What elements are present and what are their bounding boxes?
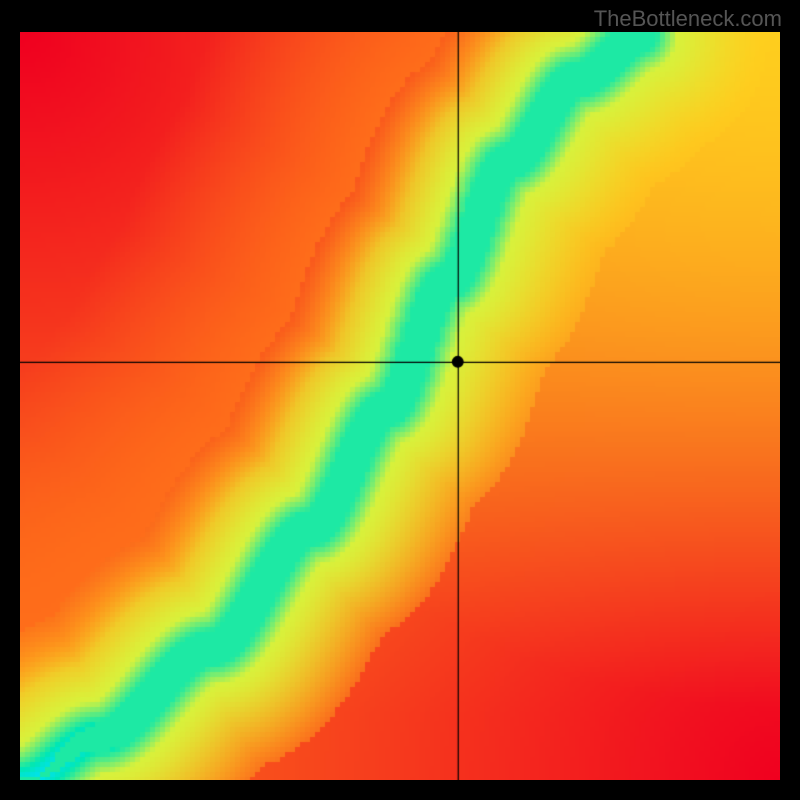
heatmap-plot — [20, 32, 780, 780]
watermark-text: TheBottleneck.com — [594, 6, 782, 32]
chart-container: TheBottleneck.com — [0, 0, 800, 800]
heatmap-canvas — [20, 32, 780, 780]
